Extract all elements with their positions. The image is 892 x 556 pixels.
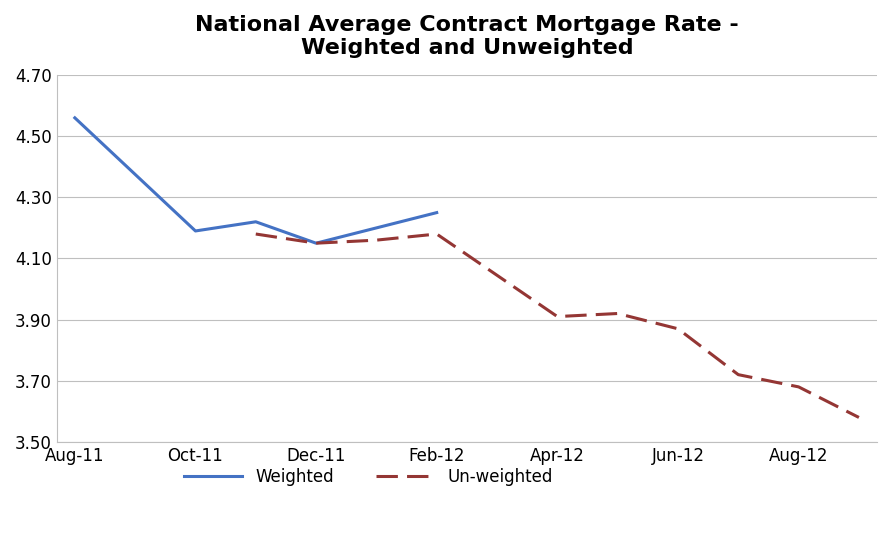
Weighted xyxy=(310,240,321,246)
Weighted xyxy=(190,227,201,234)
Line: Un-weighted: Un-weighted xyxy=(256,234,859,418)
Weighted xyxy=(70,115,80,121)
Legend: Weighted, Un-weighted: Weighted, Un-weighted xyxy=(178,461,559,492)
Line: Weighted: Weighted xyxy=(75,118,437,243)
Weighted xyxy=(251,219,261,225)
Un-weighted xyxy=(793,384,804,390)
Un-weighted xyxy=(310,240,321,246)
Un-weighted xyxy=(612,310,623,317)
Un-weighted xyxy=(854,414,864,421)
Un-weighted xyxy=(552,313,563,320)
Weighted xyxy=(432,209,442,216)
Un-weighted xyxy=(371,237,382,244)
Un-weighted xyxy=(673,325,683,332)
Un-weighted xyxy=(432,231,442,237)
Title: National Average Contract Mortgage Rate -
Weighted and Unweighted: National Average Contract Mortgage Rate … xyxy=(195,15,739,58)
Weighted xyxy=(371,225,382,231)
Un-weighted xyxy=(733,371,744,378)
Un-weighted xyxy=(251,231,261,237)
